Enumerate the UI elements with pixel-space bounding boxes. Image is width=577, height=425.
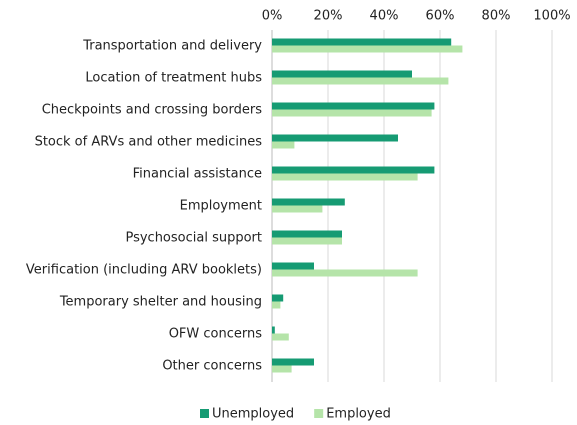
bar	[272, 205, 323, 213]
x-tick-label: 100%	[533, 9, 570, 24]
bar	[272, 102, 435, 110]
bar	[272, 141, 295, 149]
bar	[272, 365, 292, 373]
x-tick-label: 20%	[314, 9, 343, 24]
bar	[272, 45, 463, 53]
x-tick-label: 80%	[482, 9, 511, 24]
y-tick-label: Psychosocial support	[125, 231, 262, 246]
bar	[272, 237, 342, 245]
x-tick-label: 60%	[426, 9, 455, 24]
bar	[272, 326, 275, 334]
bar	[272, 294, 284, 302]
legend-label: Employed	[326, 407, 391, 422]
bar	[272, 166, 435, 174]
bar	[272, 77, 449, 85]
legend-swatch	[200, 409, 209, 418]
y-tick-label: Location of treatment hubs	[85, 71, 262, 86]
legend-label: Unemployed	[212, 407, 294, 422]
y-tick-label: OFW concerns	[169, 327, 263, 342]
y-tick-label: Verification (including ARV booklets)	[26, 263, 262, 278]
x-tick-label: 40%	[370, 9, 399, 24]
x-tick-label: 0%	[262, 9, 283, 24]
bar	[272, 301, 281, 309]
bar	[272, 230, 342, 238]
y-tick-label: Checkpoints and crossing borders	[42, 103, 262, 118]
bar	[272, 358, 314, 366]
y-tick-label: Financial assistance	[133, 167, 262, 182]
y-tick-label: Transportation and delivery	[82, 39, 262, 54]
bar	[272, 333, 289, 341]
bar	[272, 134, 398, 142]
bar	[272, 262, 314, 270]
y-tick-label: Temporary shelter and housing	[59, 295, 262, 310]
bar	[272, 38, 452, 46]
bar	[272, 109, 432, 117]
bar	[272, 70, 412, 78]
bar	[272, 198, 345, 206]
legend-swatch	[314, 409, 324, 418]
bar	[272, 269, 418, 277]
y-tick-label: Other concerns	[162, 359, 262, 374]
y-tick-label: Stock of ARVs and other medicines	[35, 135, 263, 150]
y-tick-label: Employment	[180, 199, 262, 214]
bar	[272, 173, 418, 181]
